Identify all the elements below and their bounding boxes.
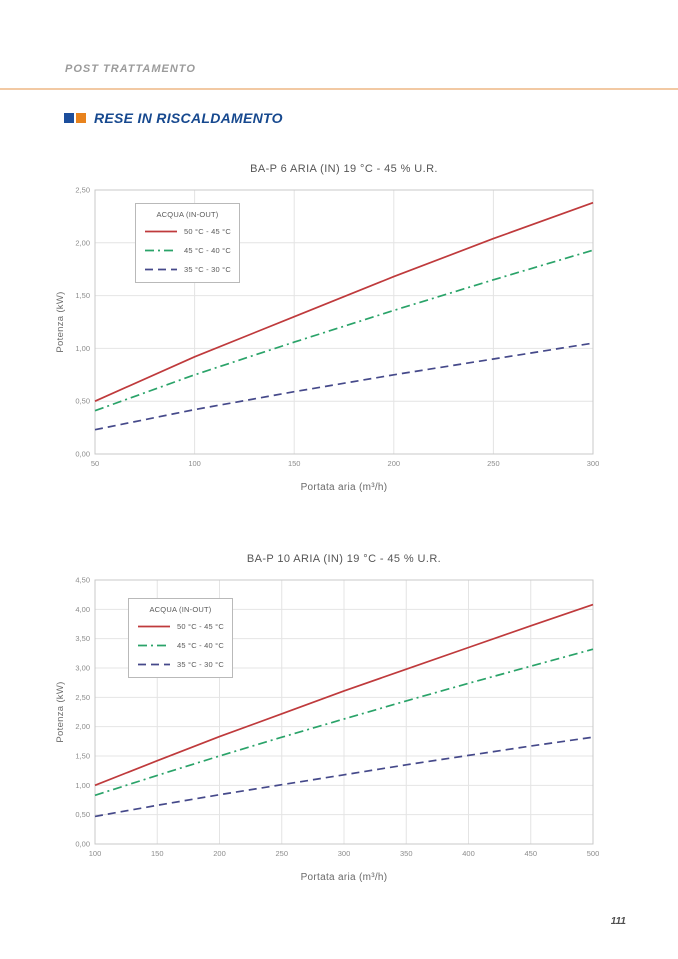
y-tick-label: 4,00 — [75, 605, 90, 614]
y-tick-label: 1,00 — [75, 344, 90, 353]
y-tick-label: 0,00 — [75, 840, 90, 849]
legend-line-sample — [145, 230, 177, 233]
header-divider — [0, 88, 678, 90]
y-tick-label: 2,50 — [75, 693, 90, 702]
legend-entry: 50 °C - 45 °C — [144, 222, 231, 241]
legend-title: ACQUA (IN-OUT) — [156, 210, 219, 219]
legend-label: 50 °C - 45 °C — [177, 622, 224, 631]
section-title: RESE IN RISCALDAMENTO — [94, 110, 283, 126]
legend-entry: 35 °C - 30 °C — [144, 260, 231, 279]
chart-title: BA-P 6 ARIA (IN) 19 °C - 45 % U.R. — [250, 163, 438, 175]
series-line — [94, 342, 594, 431]
legend-label: 35 °C - 30 °C — [177, 660, 224, 669]
y-tick-label: 1,50 — [75, 752, 90, 761]
plot-area: Potenza (kW) 50 100 150 200 250 300 0,00 0,50 1,… — [55, 184, 603, 476]
x-axis-label: Portata aria (m³/h) — [300, 482, 388, 493]
y-axis-label: Potenza (kW) — [55, 681, 66, 743]
y-tick-label: 4,50 — [75, 576, 90, 585]
y-tick-label: 3,50 — [75, 634, 90, 643]
x-tick-label: 300 — [338, 849, 351, 858]
series-line — [94, 603, 594, 787]
legend-entry: 35 °C - 30 °C — [137, 655, 224, 674]
legend-line-sample — [138, 663, 170, 666]
x-tick-label: 50 — [91, 459, 99, 468]
x-tick-label: 300 — [587, 459, 600, 468]
plot-border — [94, 579, 594, 845]
y-tick-label: 3,00 — [75, 664, 90, 673]
x-tick-label: 200 — [388, 459, 401, 468]
legend-label: 45 °C - 40 °C — [177, 641, 224, 650]
section-bullet — [64, 113, 86, 123]
section-heading: RESE IN RISCALDAMENTO — [64, 110, 283, 126]
legend-entry: 45 °C - 40 °C — [144, 241, 231, 260]
y-tick-label: 1,00 — [75, 781, 90, 790]
plot-area: Potenza (kW) 100 150 200 250 300 350 400 450 500… — [55, 574, 603, 866]
x-tick-label: 250 — [487, 459, 500, 468]
y-tick-label: 0,00 — [75, 450, 90, 459]
y-axis-label: Potenza (kW) — [55, 291, 66, 353]
legend-line-sample — [138, 644, 170, 647]
x-tick-label: 450 — [524, 849, 537, 858]
x-tick-label: 150 — [288, 459, 301, 468]
x-tick-label: 200 — [213, 849, 226, 858]
series-line — [94, 736, 594, 818]
x-tick-label: 400 — [462, 849, 475, 858]
y-tick-label: 2,00 — [75, 238, 90, 247]
legend: ACQUA (IN-OUT) 50 °C - 45 °C 45 °C - 40 … — [135, 203, 240, 283]
x-axis-label: Portata aria (m³/h) — [300, 872, 388, 883]
blue-square-icon — [64, 113, 74, 123]
legend: ACQUA (IN-OUT) 50 °C - 45 °C 45 °C - 40 … — [128, 598, 233, 678]
x-tick-label: 350 — [400, 849, 413, 858]
y-tick-label: 0,50 — [75, 810, 90, 819]
y-tick-label: 2,00 — [75, 722, 90, 731]
legend-entry: 45 °C - 40 °C — [137, 636, 224, 655]
x-tick-label: 250 — [275, 849, 288, 858]
legend-label: 50 °C - 45 °C — [184, 227, 231, 236]
chart-bap6: BA-P 6 ARIA (IN) 19 °C - 45 % U.R. Poten… — [55, 163, 603, 493]
page-number: 111 — [610, 916, 626, 927]
legend-line-sample — [145, 268, 177, 271]
legend-label: 35 °C - 30 °C — [184, 265, 231, 274]
chart-title: BA-P 10 ARIA (IN) 19 °C - 45 % U.R. — [246, 553, 442, 565]
plot-border — [94, 189, 594, 455]
series-line — [94, 648, 594, 797]
legend-title: ACQUA (IN-OUT) — [149, 605, 212, 614]
x-tick-label: 100 — [89, 849, 102, 858]
x-tick-label: 100 — [188, 459, 201, 468]
legend-line-sample — [138, 625, 170, 628]
breadcrumb: POST TRATTAMENTO — [65, 63, 196, 75]
chart-bap10: BA-P 10 ARIA (IN) 19 °C - 45 % U.R. Pote… — [55, 553, 603, 883]
x-tick-label: 150 — [151, 849, 164, 858]
orange-square-icon — [76, 113, 86, 123]
y-tick-label: 0,50 — [75, 397, 90, 406]
legend-line-sample — [145, 249, 177, 252]
legend-entry: 50 °C - 45 °C — [137, 617, 224, 636]
series-line — [94, 201, 594, 402]
y-tick-label: 1,50 — [75, 291, 90, 300]
y-tick-label: 2,50 — [75, 186, 90, 195]
legend-label: 45 °C - 40 °C — [184, 246, 231, 255]
x-tick-label: 500 — [587, 849, 600, 858]
